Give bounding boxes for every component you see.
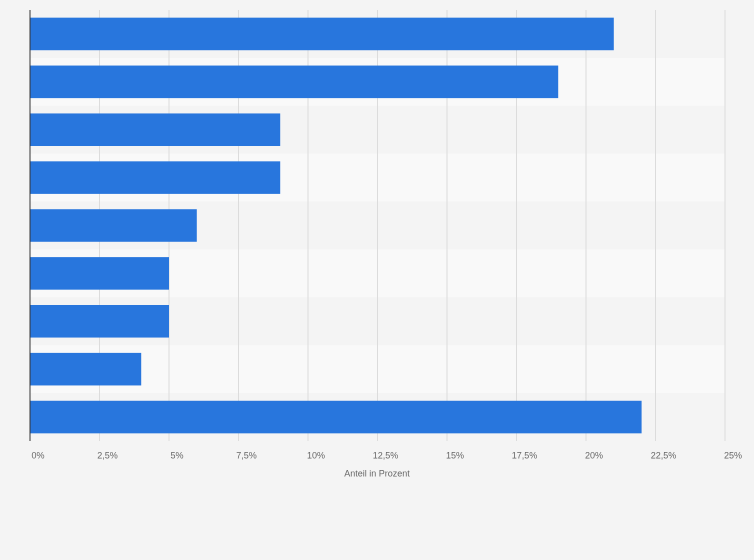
- bar: [30, 400, 642, 434]
- bar: [30, 352, 142, 386]
- bar: [30, 17, 614, 51]
- x-tick-label: 10%: [307, 450, 325, 460]
- x-tick-label: 7,5%: [236, 450, 257, 460]
- x-tick-label: 2,5%: [97, 450, 118, 460]
- x-axis-title: Anteil in Prozent: [344, 468, 410, 478]
- bar: [30, 209, 197, 242]
- bar: [30, 257, 169, 290]
- bar: [30, 113, 281, 147]
- x-tick-label: 25%: [724, 450, 742, 460]
- bar: [30, 304, 169, 338]
- x-tick-label: 15%: [446, 450, 464, 460]
- x-tick-label: 17,5%: [512, 450, 538, 460]
- bar: [30, 161, 281, 194]
- x-tick-label: 20%: [585, 450, 603, 460]
- x-tick-label: 0%: [31, 450, 44, 460]
- x-tick-label: 22,5%: [651, 450, 677, 460]
- x-tick-label: 12,5%: [373, 450, 399, 460]
- x-tick-label: 5%: [170, 450, 183, 460]
- bar: [30, 65, 559, 99]
